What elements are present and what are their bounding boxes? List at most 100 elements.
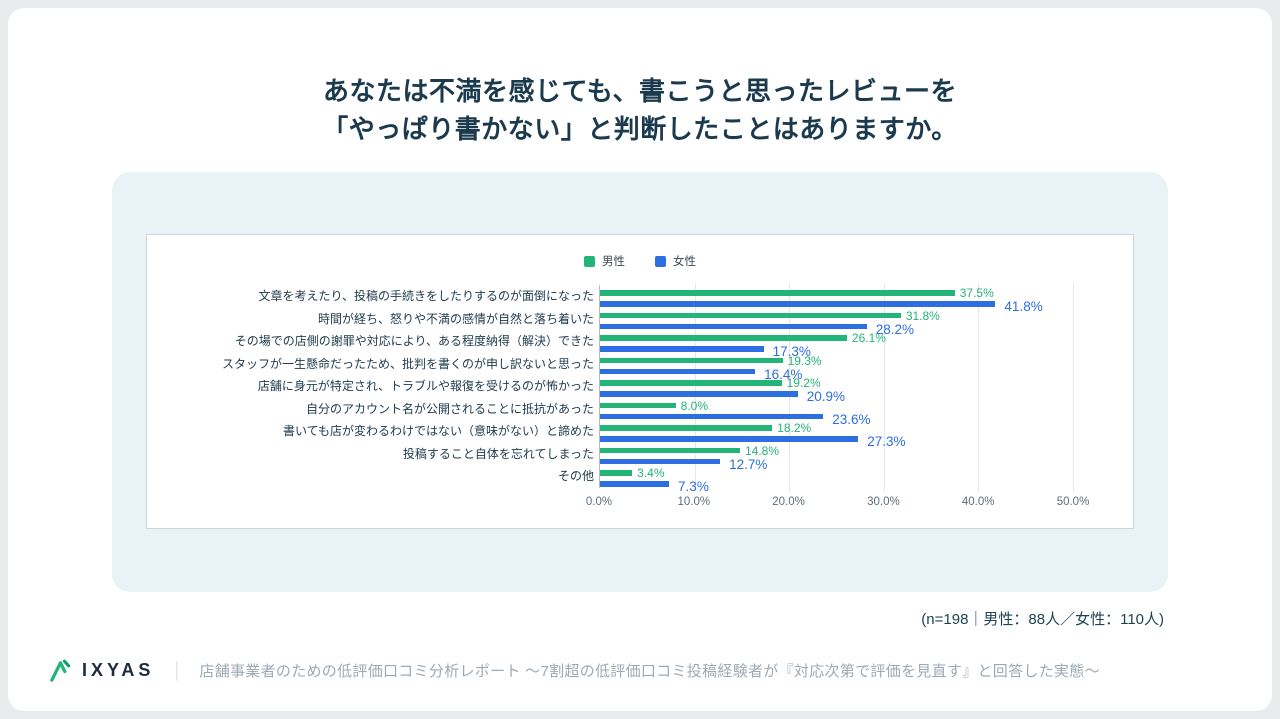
gridline xyxy=(978,283,980,492)
female-bar-row: 17.3% xyxy=(600,342,1073,359)
value-label: 27.3% xyxy=(867,434,906,449)
female-bar xyxy=(600,323,867,329)
bar-pair: 19.2% 20.9% xyxy=(600,375,1073,404)
category-label: 自分のアカウント名が公開されることに抵抗があった xyxy=(305,401,594,416)
female-bar xyxy=(600,301,996,307)
legend-label: 女性 xyxy=(673,256,696,268)
gridline xyxy=(789,283,791,492)
value-label: 37.5% xyxy=(959,286,994,300)
value-label: 31.8% xyxy=(905,308,940,323)
x-tick: 40.0% xyxy=(961,495,995,508)
brand-name: IXYAS xyxy=(82,660,155,680)
male-bar-row: 19.2% xyxy=(600,377,1073,389)
female-bar xyxy=(600,481,670,487)
female-legend-swatch xyxy=(655,255,666,267)
male-bar xyxy=(600,312,901,319)
bar-chart: 文章を考えたり、投稿の手続きをしたりするのが面倒になった時間が経ち、怒りや不満の… xyxy=(147,283,1133,494)
female-bar-row: 41.8% xyxy=(600,297,1073,314)
female-bar xyxy=(600,413,824,419)
gridline xyxy=(694,283,696,492)
value-label: 17.3% xyxy=(772,344,811,359)
plot-area: 37.5% 41.8% 31.8% 28.2% 26.1% 17.3% 19.3% 16.4%… xyxy=(599,283,1074,494)
category-label: 時間が経ち、怒りや不満の感情が自然と落ち着いた xyxy=(317,311,594,326)
x-tick: 20.0% xyxy=(772,495,805,508)
x-tick: 30.0% xyxy=(867,495,900,508)
category-label: その他 xyxy=(557,469,594,483)
male-bar xyxy=(600,402,676,409)
female-bar-row: 16.4% xyxy=(600,365,1073,382)
legend-item: 男性 xyxy=(584,253,625,269)
male-bar xyxy=(600,335,847,341)
female-bar-row: 28.2% xyxy=(600,320,1073,337)
female-bar xyxy=(600,436,859,442)
male-bar-row: 14.8% xyxy=(600,445,1073,457)
male-bar xyxy=(600,380,782,386)
x-tick: 0.0% xyxy=(585,495,613,508)
gridline xyxy=(1073,283,1074,492)
male-bar-row: 26.1% xyxy=(600,332,1073,344)
female-bar-row: 20.9% xyxy=(600,387,1073,404)
bar-pair: 18.2% 27.3% xyxy=(600,420,1073,449)
sample-size-note: (n=198｜男性：88人／女性：110人) xyxy=(921,611,1164,628)
male-bar-row: 18.2% xyxy=(600,422,1073,434)
category-labels: 文章を考えたり、投稿の手続きをしたりするのが面倒になった時間が経ち、怒りや不満の… xyxy=(147,285,599,488)
value-label: 23.6% xyxy=(832,411,871,427)
female-bar-row: 23.6% xyxy=(600,410,1073,427)
female-bar-row: 27.3% xyxy=(600,432,1073,449)
bar-pair: 19.3% 16.4% xyxy=(600,353,1073,382)
footer: IXYAS ｜ 店舗事業者のための低評価口コミ分析レポート ～7割超の低評価口コ… xyxy=(48,657,1272,684)
legend-label: 男性 xyxy=(602,256,625,268)
female-bar xyxy=(600,346,764,352)
value-label: 19.3% xyxy=(787,353,822,368)
male-bar xyxy=(600,447,740,454)
value-label: 20.9% xyxy=(806,389,845,404)
value-label: 3.4% xyxy=(637,466,665,480)
value-label: 19.2% xyxy=(786,376,821,390)
male-bar-row: 31.8% xyxy=(600,310,1073,322)
bar-pair: 37.5% 41.8% xyxy=(600,285,1073,314)
male-bar-row: 19.3% xyxy=(600,355,1073,367)
page-title-line2: 「やっぱり書かない」と判断したことはありますか。 xyxy=(322,114,958,144)
category-label: 文章を考えたり、投稿の手続きをしたりするのが面倒になった xyxy=(258,289,594,303)
male-bar-row: 3.4% xyxy=(600,467,1073,479)
female-bar xyxy=(600,458,721,464)
page-title: あなたは不満を感じても、書こうと思ったレビューを 「やっぱり書かない」と判断した… xyxy=(8,72,1272,148)
male-bar xyxy=(600,470,633,476)
male-bar xyxy=(600,290,955,296)
value-label: 28.2% xyxy=(875,321,915,337)
bar-pair: 3.4% 7.3% xyxy=(600,465,1073,494)
female-bar-row: 12.7% xyxy=(600,455,1073,472)
value-label: 7.3% xyxy=(678,479,709,494)
category-label: 店舗に身元が特定され、トラブルや報復を受けるのが怖かった xyxy=(257,379,594,393)
male-bar-row: 8.0% xyxy=(600,400,1073,412)
male-bar-row: 37.5% xyxy=(600,287,1073,299)
footer-tagline: 店舗事業者のための低評価口コミ分析レポート ～7割超の低評価口コミ投稿経験者が『… xyxy=(199,663,1100,680)
bar-pair: 26.1% 17.3% xyxy=(600,330,1073,359)
category-label: 書いても店が変わるわけではない（意味がない）と諦めた xyxy=(282,424,594,438)
category-label: 投稿すること自体を忘れてしまった xyxy=(402,446,594,461)
brand-logo: IXYAS xyxy=(48,658,154,684)
female-bar xyxy=(600,368,756,374)
female-bar-row: 7.3% xyxy=(600,477,1073,494)
bar-pair: 14.8% 12.7% xyxy=(600,443,1073,472)
x-tick: 10.0% xyxy=(677,495,711,508)
footer-divider: ｜ xyxy=(167,662,187,683)
bar-pair: 31.8% 28.2% xyxy=(600,308,1073,337)
value-label: 14.8% xyxy=(745,443,780,458)
male-bar xyxy=(600,425,773,431)
value-label: 26.1% xyxy=(851,331,886,345)
category-label: スタッフが一生懸命だったため、批判を書くのが申し訳ないと思った xyxy=(221,356,594,371)
bar-pair: 8.0% 23.6% xyxy=(600,398,1073,427)
page-card: あなたは不満を感じても、書こうと思ったレビューを 「やっぱり書かない」と判断した… xyxy=(8,8,1272,711)
value-label: 41.8% xyxy=(1004,299,1043,314)
value-label: 16.4% xyxy=(764,366,803,382)
value-label: 8.0% xyxy=(680,398,709,413)
chart-box: 男性 女性 文章を考えたり、投稿の手続きをしたりするのが面倒になった時間が経ち、怒… xyxy=(146,234,1134,529)
x-tick: 50.0% xyxy=(1056,495,1090,508)
gridline xyxy=(883,283,885,492)
value-label: 12.7% xyxy=(729,456,768,472)
category-label: その場での店側の謝罪や対応により、ある程度納得（解決）できた xyxy=(234,334,594,348)
male-legend-swatch xyxy=(584,255,595,267)
chart-legend: 男性 女性 xyxy=(147,253,1133,269)
male-bar xyxy=(600,357,783,364)
